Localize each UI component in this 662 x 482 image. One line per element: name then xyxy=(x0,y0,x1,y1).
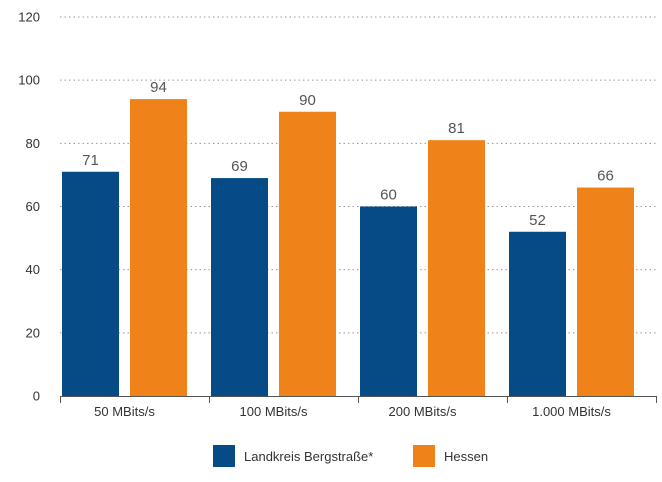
bar-hessen-200-mbits-s xyxy=(428,140,485,396)
value-label-landkreis-bergstra-e-50-mbits-s: 71 xyxy=(82,152,99,169)
value-label-hessen-200-mbits-s: 81 xyxy=(448,120,465,137)
y-tick-label-60: 60 xyxy=(26,199,40,214)
bar-hessen-1-000-mbits-s xyxy=(577,187,634,396)
bar-hessen-100-mbits-s xyxy=(279,111,336,396)
value-labels: 71 94 69 90 60 81 52 66 xyxy=(82,79,614,229)
y-tick-label-100: 100 xyxy=(18,73,40,88)
legend-swatch-landkreis-bergstra-e xyxy=(213,445,235,467)
bar-landkreis-bergstra-e-1-000-mbits-s xyxy=(509,231,566,396)
legend: Landkreis Bergstraße* Hessen xyxy=(213,445,488,467)
value-label-hessen-100-mbits-s: 90 xyxy=(299,92,316,109)
value-label-landkreis-bergstra-e-1-000-mbits-s: 52 xyxy=(529,212,546,229)
value-label-landkreis-bergstra-e-100-mbits-s: 69 xyxy=(231,158,248,175)
x-axis xyxy=(60,396,657,403)
value-label-hessen-50-mbits-s: 94 xyxy=(150,79,167,96)
bar-hessen-50-mbits-s xyxy=(130,99,187,396)
x-category-label-100-mbits-s: 100 MBits/s xyxy=(240,404,308,419)
x-category-label-50-mbits-s: 50 MBits/s xyxy=(94,404,155,419)
bar-landkreis-bergstra-e-50-mbits-s xyxy=(62,171,119,396)
bar-landkreis-bergstra-e-200-mbits-s xyxy=(360,206,417,396)
y-tick-label-0: 0 xyxy=(33,389,40,404)
value-label-hessen-1-000-mbits-s: 66 xyxy=(597,168,614,185)
y-axis-ticks: 0 20 40 60 80 100 120 xyxy=(18,10,40,404)
x-axis-category-labels: 50 MBits/s 100 MBits/s 200 MBits/s 1.000 MB… xyxy=(94,404,611,419)
y-tick-label-20: 20 xyxy=(26,325,40,340)
x-category-label-1-000-mbits-s: 1.000 MBits/s xyxy=(532,404,611,419)
bar-landkreis-bergstra-e-100-mbits-s xyxy=(211,178,268,396)
legend-swatch-hessen xyxy=(413,445,435,467)
bars xyxy=(62,99,634,396)
legend-label-hessen: Hessen xyxy=(444,449,488,464)
y-tick-label-80: 80 xyxy=(26,136,40,151)
value-label-landkreis-bergstra-e-200-mbits-s: 60 xyxy=(380,187,397,204)
y-tick-label-40: 40 xyxy=(26,262,40,277)
x-category-label-200-mbits-s: 200 MBits/s xyxy=(389,404,457,419)
y-tick-label-120: 120 xyxy=(18,10,40,25)
legend-label-landkreis-bergstra-e: Landkreis Bergstraße* xyxy=(244,449,373,464)
